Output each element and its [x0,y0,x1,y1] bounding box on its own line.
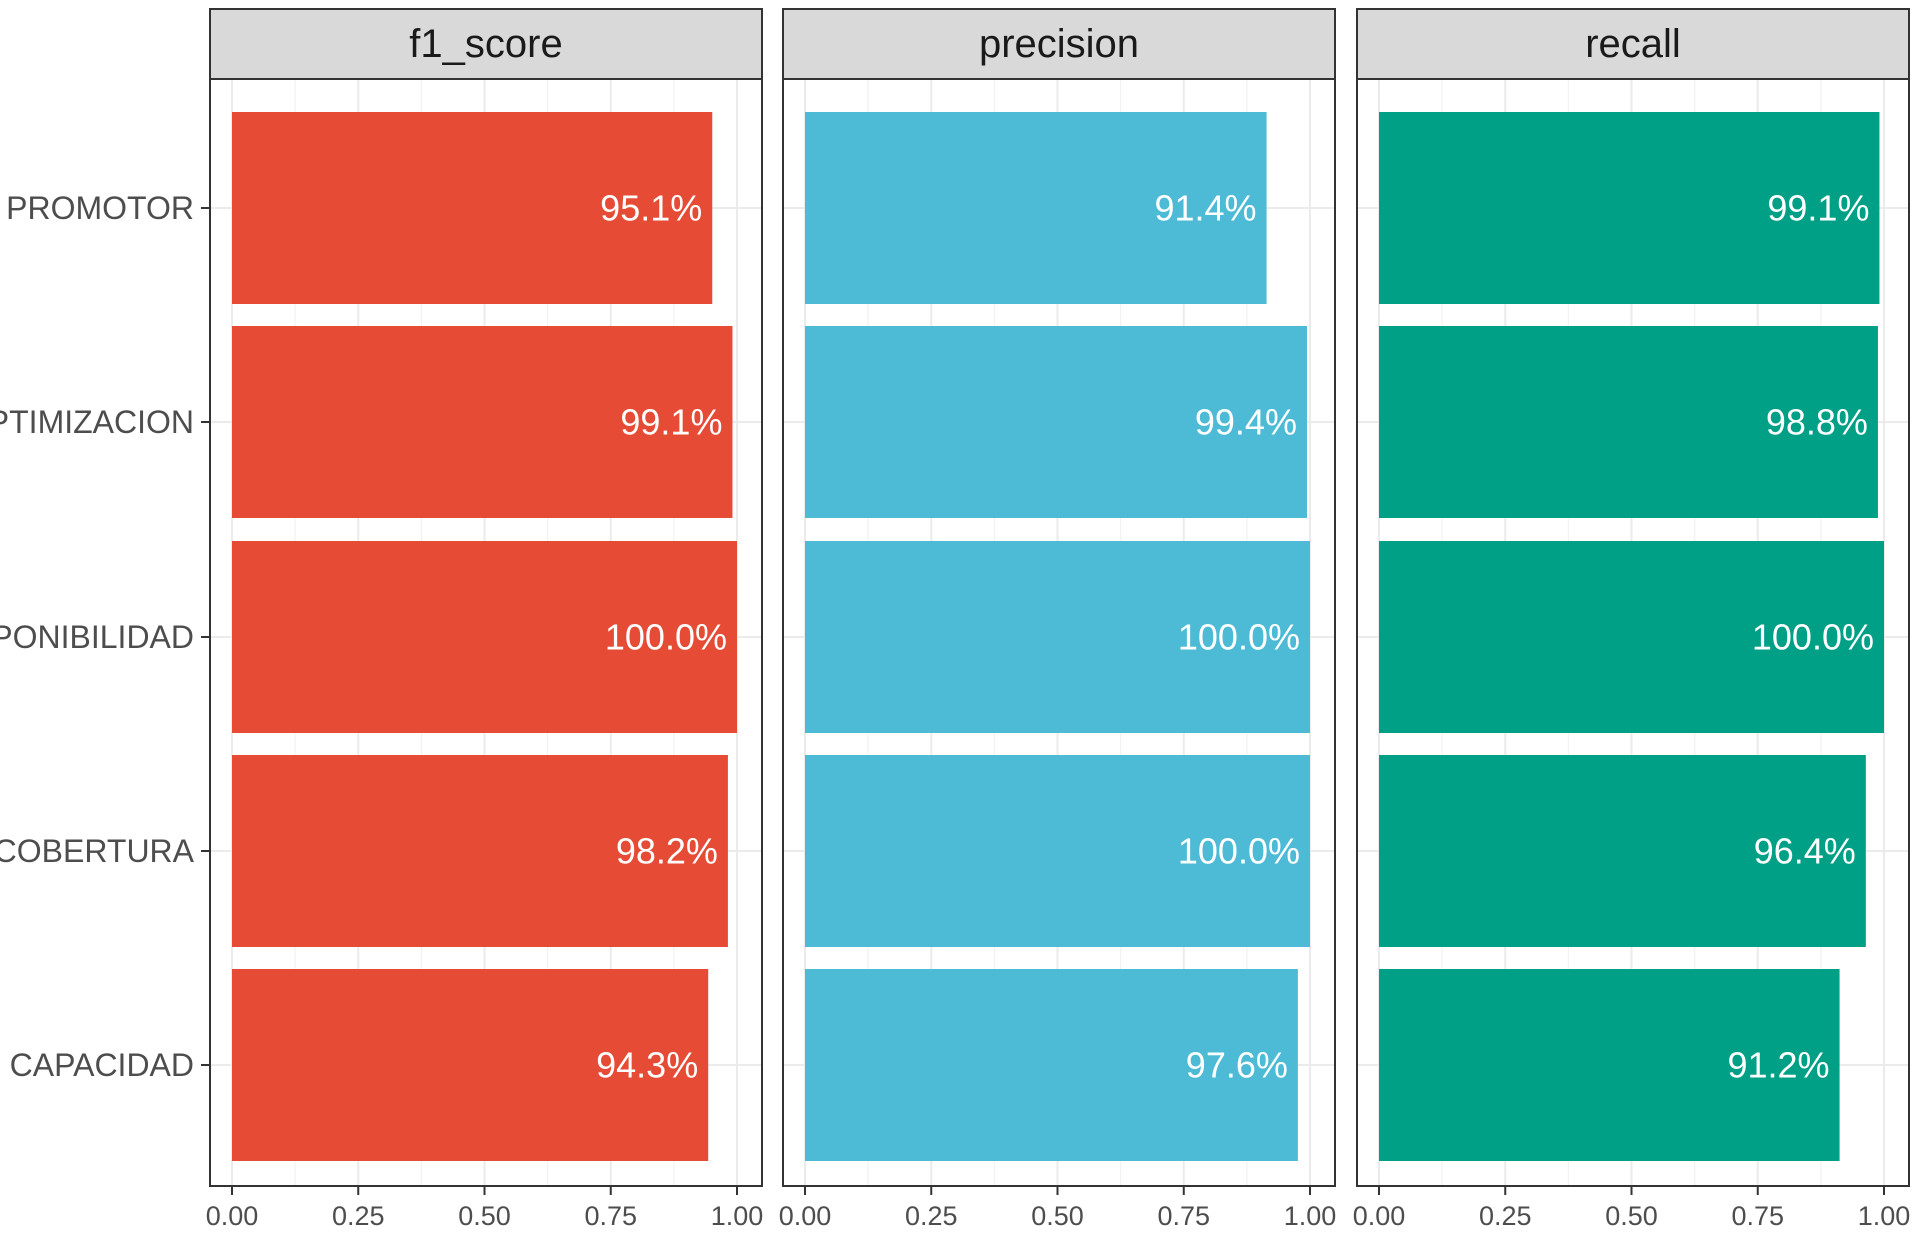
facet-strip-label: precision [979,22,1139,66]
x-tick-label: 0.75 [1731,1201,1784,1231]
bar-label-precision-cobertura: 100.0% [1178,831,1300,872]
bar-label-precision-promotor: 91.4% [1154,188,1256,229]
y-category-label-cobertura: COBERTURA [0,833,195,869]
bar-recall-capacidad [1379,969,1840,1161]
bar-f1_score-promotor [232,112,713,304]
bar-label-recall-capacidad: 91.2% [1727,1045,1829,1086]
bar-label-f1_score-promotor: 95.1% [600,188,702,229]
facet-strip-label: recall [1585,22,1681,66]
x-tick-label: 1.00 [1284,1201,1337,1231]
facet-strip-label: f1_score [409,22,562,66]
bar-label-precision-capacidad: 97.6% [1186,1045,1288,1086]
bar-recall-cobertura [1379,755,1866,947]
facet-strip [782,8,1336,80]
bar-label-precision-optimizacion: 99.4% [1195,402,1297,443]
bar-recall-disponibilidad [1379,541,1884,733]
bar-precision-disponibilidad [805,541,1310,733]
bar-label-recall-disponibilidad: 100.0% [1752,617,1874,658]
facet-panel-precision: 91.4% 99.4% 100.0% 100.0% 97.6% precision 0.00… [779,8,1337,1231]
bar-precision-optimizacion [805,326,1307,518]
x-tick-label: 1.00 [711,1201,764,1231]
facet-panel-f1_score: 95.1% 99.1% 100.0% 98.2% 94.3% f1_score 0.00 0.… [206,8,764,1231]
bar-label-f1_score-disponibilidad: 100.0% [605,617,727,658]
x-tick-label: 0.50 [1605,1201,1658,1231]
bar-label-recall-promotor: 99.1% [1767,188,1869,229]
bar-f1_score-capacidad [232,969,709,1161]
x-tick-label: 0.75 [1157,1201,1210,1231]
bar-label-f1_score-cobertura: 98.2% [616,831,718,872]
x-tick-label: 0.25 [332,1201,385,1231]
bar-precision-capacidad [805,969,1298,1161]
bar-precision-cobertura [805,755,1310,947]
bar-recall-optimizacion [1379,326,1878,518]
bar-label-f1_score-capacidad: 94.3% [596,1045,698,1086]
y-category-label-capacidad: CAPACIDAD [10,1047,194,1083]
bar-f1_score-optimizacion [232,326,733,518]
x-tick-label: 1.00 [1858,1201,1911,1231]
y-category-label-promotor: PROMOTOR [6,190,194,226]
bar-label-f1_score-optimizacion: 99.1% [620,402,722,443]
bar-f1_score-cobertura [232,755,728,947]
facet-strip [209,8,763,80]
bar-label-recall-cobertura: 96.4% [1754,831,1856,872]
bar-recall-promotor [1379,112,1880,304]
bar-precision-promotor [805,112,1267,304]
x-tick-label: 0.00 [779,1201,832,1231]
x-tick-label: 0.25 [905,1201,958,1231]
x-tick-label: 0.75 [584,1201,637,1231]
facet-strip [1356,8,1910,80]
x-tick-label: 0.50 [458,1201,511,1231]
x-tick-label: 0.00 [206,1201,259,1231]
bar-label-recall-optimizacion: 98.8% [1766,402,1868,443]
x-tick-label: 0.25 [1479,1201,1532,1231]
y-category-label-optimizacion: OPTIMIZACION [0,404,194,440]
bar-f1_score-disponibilidad [232,541,737,733]
x-tick-label: 0.50 [1031,1201,1084,1231]
facet-panel-recall: 99.1% 98.8% 100.0% 96.4% 91.2% recall 0.00 0.25… [1353,8,1911,1231]
x-tick-label: 0.00 [1353,1201,1406,1231]
y-category-label-disponibilidad: DISPONIBILIDAD [0,619,194,655]
bar-label-precision-disponibilidad: 100.0% [1178,617,1300,658]
